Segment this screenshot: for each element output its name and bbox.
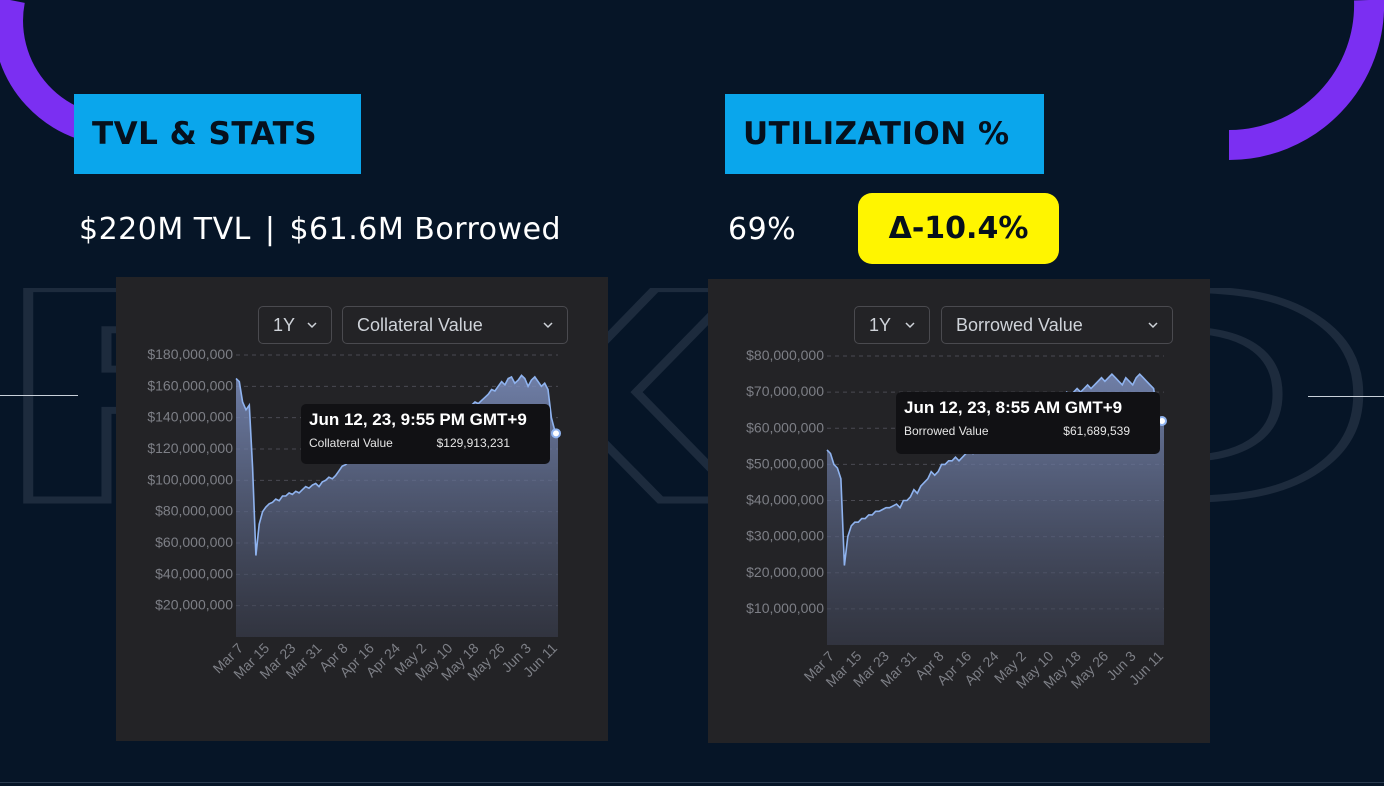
metric-label: Collateral Value: [357, 314, 483, 335]
y-tick-label: $100,000,000: [147, 471, 233, 487]
y-tick-label: $40,000,000: [746, 492, 824, 508]
y-tick-label: $160,000,000: [147, 377, 233, 393]
period-select-left[interactable]: 1Y: [258, 306, 332, 344]
right-divider-line: [1308, 396, 1384, 397]
chart-tooltip-left: Jun 12, 23, 9:55 PM GMT+9 Collateral Val…: [301, 404, 550, 464]
chart-tooltip-right: Jun 12, 23, 8:55 AM GMT+9 Borrowed Value…: [896, 392, 1160, 454]
tooltip-label: Borrowed Value: [904, 424, 989, 438]
chevron-down-icon: [1148, 322, 1158, 329]
period-label: 1Y: [273, 314, 296, 335]
tvl-stats-line: $220M TVL | $61.6M Borrowed: [79, 212, 561, 247]
chevron-down-icon: [307, 322, 317, 329]
y-tick-label: $140,000,000: [147, 409, 233, 425]
tooltip-label: Collateral Value: [309, 436, 393, 450]
y-tick-label: $20,000,000: [746, 564, 824, 580]
utilization-title: UTILIZATION %: [725, 94, 1044, 174]
y-tick-label: $60,000,000: [155, 534, 233, 550]
y-tick-label: $30,000,000: [746, 528, 824, 544]
y-tick-label: $180,000,000: [147, 346, 233, 362]
bottom-rule: [0, 782, 1384, 783]
y-tick-label: $80,000,000: [746, 347, 824, 363]
tooltip-value: $129,913,231: [436, 436, 510, 450]
chevron-down-icon: [905, 322, 915, 329]
decor-arc-top-right: [1228, 0, 1384, 160]
y-tick-label: $50,000,000: [746, 455, 824, 471]
borrowed-chart: $10,000,000 $20,000,000 $30,000,000 $40,000…: [746, 347, 1167, 692]
y-tick-label: $10,000,000: [746, 600, 824, 616]
utilization-value: 69%: [728, 212, 797, 247]
tvl-value: $220M TVL: [79, 212, 251, 247]
tooltip-date: Jun 12, 23, 8:55 AM GMT+9: [904, 398, 1123, 417]
borrowed-chart-panel: $10,000,000 $20,000,000 $30,000,000 $40,000…: [708, 279, 1210, 743]
y-tick-label: $120,000,000: [147, 440, 233, 456]
tvl-stats-title: TVL & STATS: [74, 94, 361, 174]
metric-select-right[interactable]: Borrowed Value: [941, 306, 1173, 344]
y-tick-label: $60,000,000: [746, 419, 824, 435]
period-label: 1Y: [869, 314, 892, 335]
y-tick-label: $80,000,000: [155, 503, 233, 519]
hover-point: [551, 428, 561, 439]
y-tick-label: $20,000,000: [155, 597, 233, 613]
left-divider-line: [0, 395, 78, 396]
utilization-delta-badge: Δ-10.4%: [858, 193, 1059, 264]
y-tick-label: $70,000,000: [746, 383, 824, 399]
collateral-chart-panel: $20,000,000 $40,000,000 $60,000,000 $80,000…: [116, 277, 608, 741]
stat-separator: |: [264, 212, 276, 247]
metric-label: Borrowed Value: [956, 314, 1083, 335]
y-tick-label: $40,000,000: [155, 565, 233, 581]
tooltip-date: Jun 12, 23, 9:55 PM GMT+9: [309, 410, 527, 429]
borrowed-value: $61.6M Borrowed: [289, 212, 562, 247]
chevron-down-icon: [543, 322, 553, 329]
metric-select-left[interactable]: Collateral Value: [342, 306, 568, 344]
period-select-right[interactable]: 1Y: [854, 306, 930, 344]
collateral-chart: $20,000,000 $40,000,000 $60,000,000 $80,000…: [147, 346, 561, 684]
tooltip-value: $61,689,539: [1063, 424, 1130, 438]
